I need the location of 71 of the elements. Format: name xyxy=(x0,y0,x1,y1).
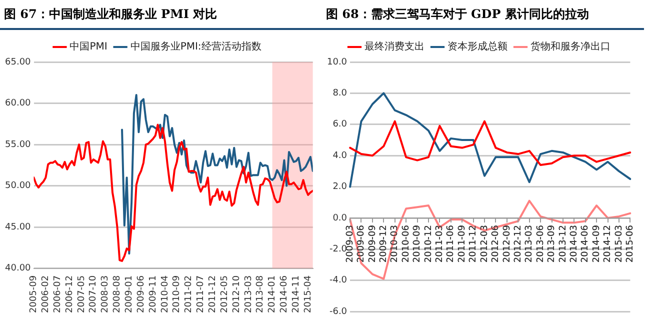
x-tick-label: 2008-08 xyxy=(112,275,123,314)
x-tick-label: 2012-12 xyxy=(513,225,524,263)
x-tick-label: 2010-06 xyxy=(401,224,412,263)
x-tick-label: 2011-06 xyxy=(446,224,456,263)
x-tick-label: 2010-03 xyxy=(390,225,400,263)
x-tick-label: 2014-03 xyxy=(570,225,580,263)
x-tick-label: 2011-02 xyxy=(184,275,194,314)
x-tick-label: 2005-09 xyxy=(29,275,40,314)
x-tick-label: 2014-11 xyxy=(291,275,302,314)
y-tick-label: 55.00 xyxy=(5,140,32,150)
y-tick-label: 60.00 xyxy=(5,98,32,109)
x-tick-label: 2009-03 xyxy=(345,225,356,263)
y-tick-label: -4.0 xyxy=(329,276,348,286)
x-tick-label: 2009-06 xyxy=(136,275,146,314)
x-tick-label: 2011-12 xyxy=(208,275,218,314)
x-tick-label: 2013-08 xyxy=(256,275,266,314)
x-tick-label: 2011-09 xyxy=(457,224,468,263)
legend-label: 中国服务业PMI:经营活动指数 xyxy=(130,40,262,53)
x-tick-label: 2011-12 xyxy=(468,225,479,263)
y-tick-label: -6.0 xyxy=(329,306,348,317)
x-tick-label: 2015-04 xyxy=(303,275,314,314)
legend-label: 资本形成总额 xyxy=(448,40,508,53)
x-tick-label: 2006-12 xyxy=(64,275,75,314)
x-tick-label: 2007-10 xyxy=(88,275,99,314)
legend-label: 中国PMI xyxy=(70,40,108,53)
x-tick-label: 2010-09 xyxy=(172,275,182,314)
x-tick-label: 2014-06 xyxy=(280,275,290,314)
x-tick-label: 2010-09 xyxy=(412,224,423,263)
x-tick-label: 2012-10 xyxy=(232,275,242,314)
y-tick-label: 6.0 xyxy=(332,120,348,130)
legend-label: 货物和服务净出口 xyxy=(530,40,610,53)
y-tick-label: 8.0 xyxy=(332,88,348,99)
x-tick-label: 2014-01 xyxy=(268,275,278,314)
legend-label: 最终消费支出 xyxy=(364,40,424,53)
x-tick-label: 2009-01 xyxy=(124,275,135,314)
chart-title: 图 68：需求三驾马车对于 GDP 累计同比的拉动 xyxy=(322,0,644,30)
y-tick-label: 40.00 xyxy=(5,264,32,274)
x-tick-label: 2006-02 xyxy=(41,275,52,314)
x-tick-label: 2010-12 xyxy=(424,225,434,263)
x-tick-label: 2014-12 xyxy=(603,225,614,263)
x-tick-label: 2012-06 xyxy=(491,224,502,263)
x-tick-label: 2013-03 xyxy=(524,225,535,263)
x-tick-label: 2010-04 xyxy=(160,275,170,314)
x-tick-label: 2009-11 xyxy=(148,275,158,314)
x-tick-label: 2013-12 xyxy=(558,225,568,263)
x-tick-label: 2015-03 xyxy=(614,225,624,263)
y-tick-label: 50.00 xyxy=(5,181,32,192)
x-tick-label: 2006-07 xyxy=(52,275,63,314)
x-tick-label: 2011-03 xyxy=(435,225,446,263)
x-tick-label: 2012-03 xyxy=(480,225,490,263)
y-tick-label: 65.00 xyxy=(5,57,32,68)
x-tick-label: 2013-06 xyxy=(536,224,546,263)
x-tick-label: 2014-06 xyxy=(580,224,591,263)
x-tick-label: 2015-06 xyxy=(626,224,636,263)
y-tick-label: 4.0 xyxy=(332,150,348,161)
x-tick-label: 2011-07 xyxy=(196,275,206,314)
x-tick-label: 2013-03 xyxy=(244,275,254,314)
chart-title: 图 67：中国制造业和服务业 PMI 对比 xyxy=(0,0,322,30)
x-tick-label: 2007-05 xyxy=(76,275,87,314)
y-tick-label: 10.0 xyxy=(326,57,348,68)
y-tick-label: 0.0 xyxy=(332,213,348,224)
y-tick-label: 45.00 xyxy=(5,222,32,232)
x-tick-label: 2009-06 xyxy=(356,224,367,263)
x-tick-label: 2012-09 xyxy=(502,224,512,263)
y-tick-label: 2.0 xyxy=(332,182,348,192)
x-tick-label: 2009-09 xyxy=(368,224,378,263)
x-tick-label: 2008-03 xyxy=(100,275,111,314)
x-tick-label: 2014-09 xyxy=(592,224,602,263)
x-tick-label: 2009-12 xyxy=(379,225,389,263)
x-tick-label: 2012-05 xyxy=(220,275,230,314)
x-tick-label: 2013-09 xyxy=(547,224,558,263)
